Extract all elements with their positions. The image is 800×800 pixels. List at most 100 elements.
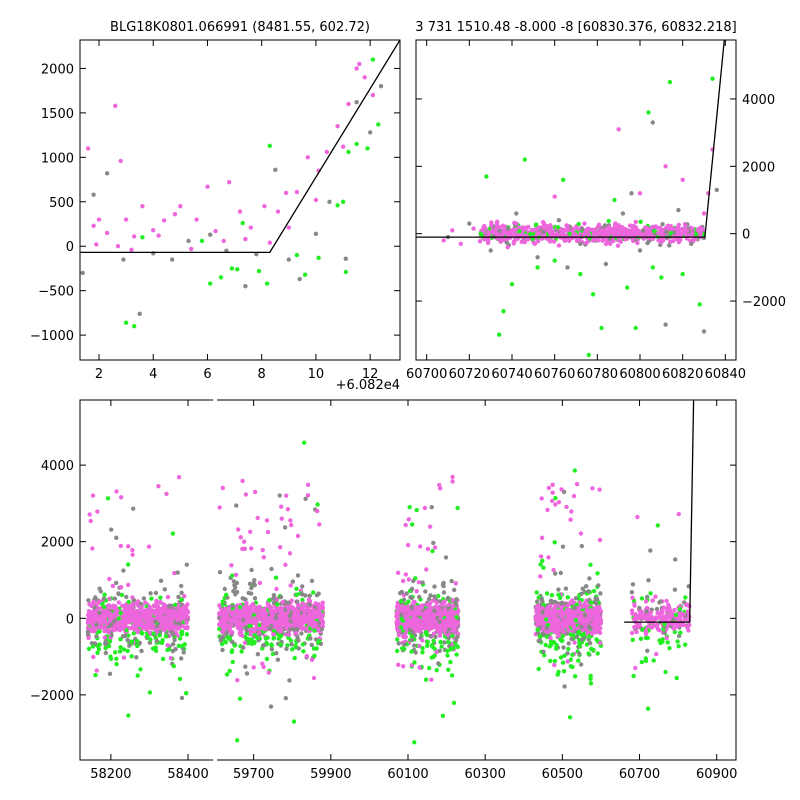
data-point bbox=[126, 633, 131, 638]
data-point bbox=[139, 621, 144, 626]
data-point bbox=[327, 199, 332, 204]
data-point bbox=[170, 531, 176, 536]
data-point bbox=[410, 630, 415, 635]
data-point bbox=[103, 650, 109, 656]
data-point bbox=[454, 614, 459, 620]
data-point bbox=[676, 222, 681, 228]
data-point bbox=[97, 642, 103, 647]
data-point bbox=[172, 212, 178, 217]
data-point bbox=[123, 320, 129, 325]
data-point bbox=[114, 662, 119, 667]
data-point bbox=[311, 675, 317, 681]
data-point bbox=[288, 638, 294, 643]
data-point bbox=[123, 217, 129, 222]
data-point bbox=[307, 612, 312, 617]
data-point bbox=[613, 221, 618, 226]
data-point bbox=[87, 512, 92, 517]
data-point bbox=[179, 597, 184, 602]
data-point bbox=[314, 622, 319, 627]
data-point bbox=[423, 677, 429, 682]
data-point bbox=[179, 632, 184, 637]
x-tick-label: 60780 bbox=[577, 367, 618, 382]
data-point bbox=[450, 228, 455, 233]
data-point bbox=[656, 231, 661, 236]
panel-top-right: 3 731 1510.48 -8.000 -8 [60830.376, 6083… bbox=[406, 20, 786, 382]
data-point bbox=[94, 242, 99, 247]
data-point bbox=[269, 566, 274, 572]
data-point bbox=[147, 630, 153, 635]
data-point bbox=[420, 646, 425, 651]
data-point bbox=[414, 507, 419, 513]
data-point bbox=[217, 505, 222, 510]
data-point bbox=[535, 226, 541, 231]
data-point bbox=[406, 617, 411, 622]
data-point bbox=[294, 627, 300, 632]
data-point bbox=[138, 667, 143, 672]
data-point bbox=[548, 223, 553, 228]
data-point bbox=[611, 225, 617, 230]
data-point bbox=[680, 227, 685, 232]
data-point bbox=[429, 643, 435, 648]
data-point bbox=[255, 609, 261, 614]
data-point bbox=[93, 595, 98, 600]
data-point bbox=[229, 563, 234, 568]
data-point bbox=[437, 619, 442, 624]
data-point bbox=[629, 191, 634, 196]
data-point bbox=[302, 611, 307, 616]
data-point bbox=[506, 226, 511, 231]
data-point bbox=[208, 232, 213, 237]
data-point bbox=[96, 217, 102, 222]
data-point bbox=[450, 633, 455, 638]
data-point bbox=[234, 589, 240, 595]
data-point bbox=[431, 638, 436, 643]
data-point bbox=[140, 624, 145, 630]
data-point bbox=[131, 598, 136, 603]
data-point bbox=[534, 590, 539, 595]
data-point bbox=[153, 619, 158, 624]
data-point bbox=[531, 228, 536, 233]
data-point bbox=[278, 642, 283, 647]
data-point bbox=[556, 218, 562, 223]
data-point bbox=[95, 650, 100, 656]
data-point bbox=[552, 258, 557, 263]
data-point bbox=[576, 658, 581, 663]
data-point bbox=[289, 522, 294, 528]
data-point bbox=[452, 587, 457, 593]
data-point bbox=[227, 627, 232, 632]
data-point bbox=[289, 642, 294, 647]
data-point bbox=[249, 591, 254, 596]
data-point bbox=[647, 227, 652, 232]
data-point bbox=[451, 604, 456, 609]
data-point bbox=[396, 662, 401, 667]
data-point bbox=[271, 632, 276, 637]
data-point bbox=[438, 639, 443, 645]
data-point bbox=[132, 627, 137, 632]
data-point bbox=[650, 120, 655, 125]
data-point bbox=[539, 535, 545, 540]
data-point bbox=[106, 643, 112, 649]
data-point bbox=[687, 233, 692, 238]
data-point bbox=[408, 622, 413, 627]
y-tick-label: 0 bbox=[742, 228, 750, 243]
data-point bbox=[657, 226, 662, 232]
data-point bbox=[501, 229, 506, 234]
data-point bbox=[103, 639, 108, 644]
data-point bbox=[548, 229, 554, 234]
data-point bbox=[420, 650, 425, 655]
data-point bbox=[233, 585, 238, 590]
data-point bbox=[252, 578, 257, 583]
data-point bbox=[132, 234, 137, 239]
data-point bbox=[395, 570, 401, 575]
data-point bbox=[80, 270, 85, 276]
data-point bbox=[239, 649, 244, 654]
data-point bbox=[317, 638, 322, 644]
data-point bbox=[260, 643, 266, 648]
data-point bbox=[199, 238, 205, 244]
data-point bbox=[660, 222, 665, 227]
data-point bbox=[172, 570, 177, 576]
data-point bbox=[91, 223, 96, 228]
data-point bbox=[602, 223, 608, 228]
data-point bbox=[254, 252, 259, 257]
data-point bbox=[141, 596, 147, 601]
data-point bbox=[405, 542, 411, 548]
